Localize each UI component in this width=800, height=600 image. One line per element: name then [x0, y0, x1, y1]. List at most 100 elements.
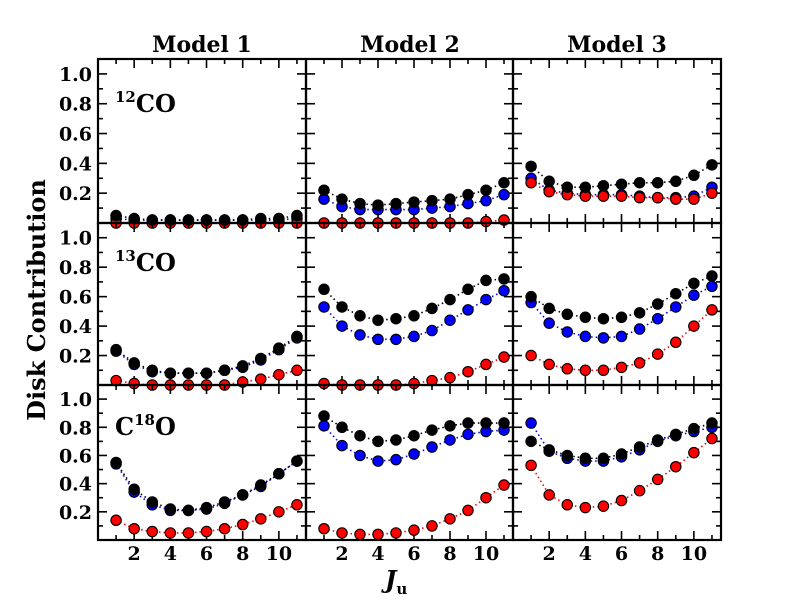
data-point-red	[426, 520, 438, 532]
data-point-black	[579, 181, 592, 193]
data-point-blue	[318, 420, 330, 432]
data-point-red	[354, 528, 366, 541]
data-point-black	[426, 302, 438, 315]
data-point-red	[633, 191, 646, 204]
data-point-blue	[408, 448, 420, 460]
series-line-black	[115, 460, 298, 512]
x-axis-label: Ju	[381, 565, 407, 598]
column-title-model-3: Model 3	[567, 32, 667, 58]
panel-c18o-model-3-frame	[511, 383, 723, 542]
data-point-black	[146, 364, 159, 377]
row-label-c18o-sup: 18	[134, 411, 155, 429]
data-point-red	[633, 484, 646, 497]
data-point-black	[706, 417, 718, 429]
data-point-red	[670, 336, 682, 349]
data-point-black	[390, 312, 402, 325]
data-point-black	[408, 310, 420, 322]
data-point-red	[255, 513, 267, 525]
data-point-red	[372, 528, 384, 541]
y-tick-label: 0.8	[59, 94, 92, 116]
y-tick-label: 0.4	[59, 153, 92, 175]
x-tick-label: 2	[335, 543, 348, 565]
row-label-c18o-base: O	[155, 412, 176, 441]
series-line-blue	[530, 422, 713, 462]
data-point-black	[579, 452, 592, 465]
data-point-blue	[408, 330, 420, 343]
data-point-black	[164, 503, 177, 515]
data-point-red	[390, 527, 402, 539]
data-point-black	[200, 367, 213, 379]
x-tick-label: 8	[443, 543, 456, 565]
panel-13co-model-2	[304, 221, 515, 391]
x-tick-label: 6	[615, 543, 628, 565]
data-point-red	[543, 358, 555, 371]
data-point-black	[706, 270, 718, 282]
y-tick-label: 0.6	[59, 124, 92, 146]
x-tick-label: 4	[164, 543, 177, 565]
data-point-black	[426, 194, 438, 207]
panel-c18o-model-3: 2 4 6 8 10	[511, 383, 723, 565]
data-point-black	[561, 308, 574, 321]
data-point-black	[688, 169, 700, 182]
row-label-12co-base: CO	[136, 89, 176, 118]
data-point-black	[462, 188, 474, 201]
data-point-black	[706, 159, 718, 171]
data-point-red	[318, 522, 330, 535]
y-tick-label: 1.0	[59, 64, 92, 86]
data-point-red	[480, 358, 492, 371]
x-tick-label: 4	[579, 543, 592, 565]
row-label-c18o-prefix: C	[115, 412, 134, 441]
data-point-red	[543, 489, 555, 501]
data-point-black	[597, 179, 610, 192]
data-point-red	[615, 190, 628, 202]
x-tick-label: 2	[128, 543, 141, 565]
data-point-black	[110, 456, 122, 469]
data-point-black	[164, 367, 177, 379]
column-title-model-2: Model 2	[360, 32, 460, 58]
data-point-black	[291, 455, 303, 467]
data-point-red	[462, 365, 474, 378]
panel-12co-model-2	[304, 57, 515, 229]
data-point-red	[561, 363, 574, 375]
data-point-black	[615, 178, 628, 190]
x-tick-label: 10	[681, 543, 707, 565]
series-line-blue	[530, 285, 713, 339]
data-point-blue	[480, 293, 492, 306]
data-point-black	[597, 312, 610, 325]
data-point-black	[561, 449, 574, 462]
data-point-red	[408, 524, 420, 536]
data-point-red	[444, 371, 456, 384]
data-point-red	[291, 364, 303, 377]
data-point-black	[336, 421, 348, 434]
data-point-black	[651, 298, 664, 310]
data-point-black	[498, 273, 510, 285]
data-point-red	[182, 527, 195, 539]
y-tick-label: 0.2	[59, 502, 92, 524]
data-point-black	[128, 357, 140, 369]
panel-c18o-model-2: 2 4 6 8 10	[304, 383, 515, 565]
data-point-black	[597, 452, 610, 465]
data-point-black	[255, 479, 267, 491]
data-point-black	[688, 422, 700, 435]
panel-13co-model-3	[511, 221, 723, 387]
data-point-black	[128, 483, 140, 496]
data-point-blue	[498, 284, 510, 297]
data-point-black	[318, 184, 330, 196]
data-point-red	[498, 479, 510, 491]
data-point-black	[182, 504, 195, 517]
data-point-black	[408, 429, 420, 442]
series-line-black	[323, 182, 505, 206]
data-point-red	[164, 527, 177, 539]
data-point-blue	[615, 330, 628, 343]
series-line-black	[530, 164, 713, 189]
data-point-black	[670, 287, 682, 300]
data-point-blue	[706, 280, 718, 293]
data-point-red	[200, 525, 213, 538]
panel-13co-model-1: 0.2 0.4 0.6 0.8 1.0	[59, 221, 308, 391]
data-point-red	[579, 364, 592, 377]
panel-12co-model-1-frame	[96, 57, 308, 225]
data-point-blue	[480, 194, 492, 207]
data-point-black	[273, 468, 285, 480]
data-point-blue	[426, 441, 438, 453]
